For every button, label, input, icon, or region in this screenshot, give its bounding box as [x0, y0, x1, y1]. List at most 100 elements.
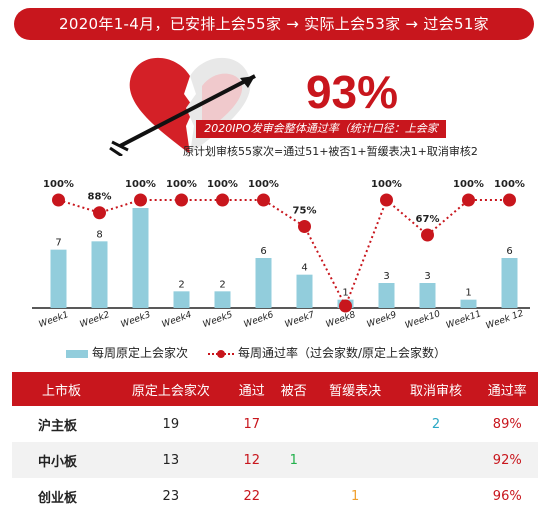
- x-tick-label: Week5: [202, 310, 235, 330]
- rate-point: [216, 193, 229, 207]
- overall-pass-rate: 93%: [305, 66, 399, 118]
- rejected-count: 1: [272, 442, 315, 478]
- rate-label: 100%: [371, 179, 402, 190]
- rejected-count: [273, 406, 315, 442]
- rate-label: 100%: [453, 179, 484, 190]
- bar: [91, 241, 108, 308]
- board-name: 创业板: [38, 490, 78, 506]
- x-tick-label: Week8: [325, 310, 358, 330]
- x-tick-label: Week9: [366, 310, 399, 330]
- x-tick-label: Week4: [161, 310, 194, 330]
- bar: [173, 291, 190, 308]
- x-tick-label: Week 12: [485, 309, 526, 332]
- header-planned: 原定上会家次: [110, 372, 231, 406]
- table-header-row: 上市板 原定上会家次 通过 被否 暂缓表决 取消审核 通过率: [12, 372, 538, 406]
- board-name: 中小板: [12, 442, 111, 478]
- table-row: 中小板 13 12 1 92%: [12, 442, 538, 478]
- rate-label: 100%: [125, 179, 156, 190]
- rate-label: 100%: [166, 179, 197, 190]
- rate-line: [58, 198, 510, 309]
- rate-label: 75%: [293, 206, 317, 217]
- bar: [255, 258, 272, 308]
- broken-heart-arrow-icon: [109, 57, 256, 156]
- passed-count: 12: [230, 442, 273, 478]
- table-row: 沪主板 19 17 2 89%: [12, 406, 538, 442]
- header-board: 上市板: [12, 372, 111, 406]
- planned-count: 13: [110, 442, 231, 478]
- rate-point: [462, 193, 475, 207]
- chart-legend: 每周原定上会家次 每周通过率（过会家数/原定上会家数）: [66, 344, 536, 362]
- passed-count: 22: [243, 488, 260, 504]
- bar-value-label: 6: [260, 246, 266, 257]
- rate-point: [421, 228, 434, 242]
- pass-rate-formula: 原计划审核55家次=通过51+被否1+暂缓表决1+取消审核2: [183, 145, 478, 158]
- legend-line-swatch: [208, 349, 234, 359]
- deferred-count: [314, 442, 396, 478]
- cancelled-count: [396, 478, 477, 514]
- x-tick-label: Week11: [445, 309, 483, 331]
- bar-value-label: 3: [424, 271, 430, 282]
- bar: [378, 283, 395, 308]
- bar: [460, 299, 477, 308]
- rejected-count: [273, 478, 315, 514]
- rate-label: 88%: [88, 192, 112, 203]
- bar-value-label: 2: [219, 279, 225, 290]
- x-tick-label: Week2: [79, 310, 112, 330]
- rate-point: [298, 220, 311, 233]
- header-rejected: 被否: [272, 372, 315, 406]
- rate-label: 67%: [416, 214, 440, 225]
- rate-point: [52, 193, 65, 207]
- bar-value-label: 6: [506, 246, 512, 257]
- pass-rate: 96%: [492, 488, 522, 504]
- x-tick-label: Week7: [284, 310, 317, 330]
- planned-count: 23: [162, 488, 180, 504]
- cancelled-count: 2: [431, 416, 441, 432]
- header-rate: 通过率: [476, 372, 538, 406]
- weekly-chart: 7Week18Week212Week32Week42Week56Week64We…: [32, 179, 530, 332]
- rate-point: [257, 193, 270, 207]
- bar-value-label: 4: [301, 263, 307, 274]
- bar: [419, 283, 436, 308]
- bar-value-label: 3: [383, 271, 389, 282]
- header-deferred: 暂缓表决: [314, 372, 396, 406]
- cancelled-count: [395, 442, 477, 478]
- deferred-count: [315, 406, 396, 442]
- header-banner: 2020年1-4月，已安排上会55家 → 实际上会53家 → 过会51家: [14, 8, 534, 40]
- rate-point: [380, 193, 393, 207]
- planned-count: 19: [162, 416, 180, 432]
- rate-label: 100%: [248, 179, 279, 190]
- rate-point: [339, 299, 352, 313]
- bar: [501, 258, 518, 308]
- bar: [296, 274, 313, 308]
- rate-label: 100%: [43, 179, 74, 190]
- legend-bar-swatch: [66, 349, 88, 358]
- bar-value-label: 1: [342, 288, 348, 299]
- table-row: 创业板 23 22 1 96%: [12, 478, 538, 514]
- rate-label: 100%: [494, 179, 525, 190]
- x-tick-label: Week3: [120, 310, 153, 330]
- x-tick-label: Week6: [243, 310, 276, 330]
- legend-bars: 每周原定上会家次: [66, 344, 188, 362]
- bar-value-label: 7: [55, 238, 61, 249]
- rate-point: [93, 206, 106, 220]
- bar: [132, 208, 149, 308]
- header-passed: 通过: [230, 372, 273, 406]
- rate-label: 100%: [207, 179, 238, 190]
- rate-point: [503, 193, 516, 207]
- pass-rate-subtitle: 2020IPO发审会整体通过率（统计口径：上会家次）: [196, 120, 446, 153]
- header-cancelled: 取消审核: [395, 372, 477, 406]
- bar: [214, 291, 231, 308]
- bar-value-label: 2: [178, 279, 184, 290]
- deferred-count: 1: [351, 488, 360, 504]
- legend-line: 每周通过率（过会家数/原定上会家数）: [208, 344, 446, 362]
- pass-rate: 89%: [492, 416, 522, 432]
- x-tick-label: Week10: [404, 309, 442, 331]
- board-table: 上市板 原定上会家次 通过 被否 暂缓表决 取消审核 通过率 沪主板 19 17…: [12, 372, 538, 514]
- legend-line-label: 每周通过率（过会家数/原定上会家数）: [238, 346, 447, 360]
- pass-rate: 92%: [476, 442, 538, 478]
- legend-bars-label: 每周原定上会家次: [92, 346, 189, 360]
- rate-point: [134, 193, 147, 207]
- rate-point: [175, 193, 188, 207]
- x-tick-label: Week1: [38, 310, 70, 330]
- board-name: 沪主板: [38, 418, 78, 434]
